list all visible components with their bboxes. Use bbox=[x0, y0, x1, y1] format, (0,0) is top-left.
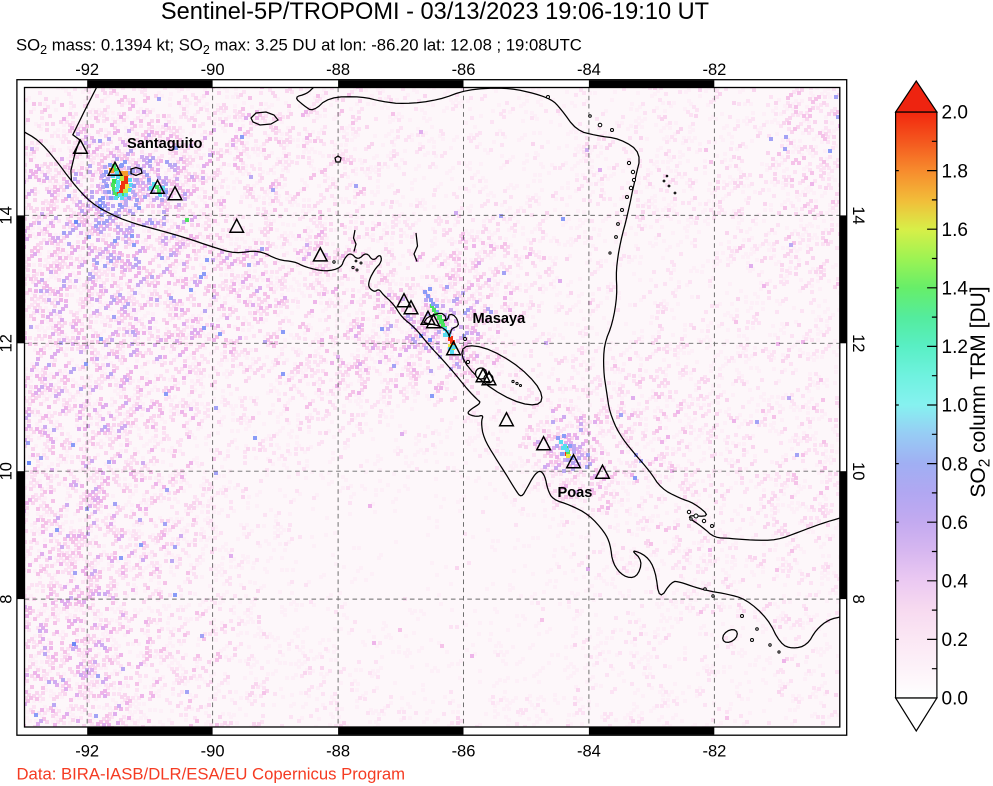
svg-text:14: 14 bbox=[0, 206, 16, 224]
svg-text:2.0: 2.0 bbox=[942, 103, 968, 124]
svg-text:-90: -90 bbox=[201, 743, 225, 761]
svg-text:10: 10 bbox=[849, 462, 867, 480]
svg-text:SO2 mass: 0.1394 kt; SO2 max:: SO2 mass: 0.1394 kt; SO2 max: 3.25 DU at… bbox=[16, 36, 582, 58]
svg-text:-90: -90 bbox=[201, 61, 225, 79]
svg-text:Santaguito: Santaguito bbox=[127, 136, 202, 152]
svg-text:1.2: 1.2 bbox=[942, 337, 968, 358]
svg-text:-86: -86 bbox=[452, 743, 476, 761]
svg-text:-88: -88 bbox=[326, 743, 350, 761]
svg-text:0.8: 0.8 bbox=[942, 454, 968, 475]
svg-text:Masaya: Masaya bbox=[473, 311, 527, 327]
svg-text:0.6: 0.6 bbox=[942, 513, 968, 534]
svg-text:-92: -92 bbox=[75, 743, 99, 761]
svg-text:-92: -92 bbox=[75, 61, 99, 79]
svg-text:SO2 column TRM [DU]: SO2 column TRM [DU] bbox=[967, 286, 993, 497]
svg-text:8: 8 bbox=[849, 595, 867, 604]
svg-text:12: 12 bbox=[0, 334, 16, 352]
svg-text:-88: -88 bbox=[326, 61, 350, 79]
svg-text:1.8: 1.8 bbox=[942, 161, 968, 182]
svg-text:10: 10 bbox=[0, 462, 16, 480]
svg-text:1.4: 1.4 bbox=[942, 279, 969, 300]
svg-text:8: 8 bbox=[0, 595, 16, 604]
svg-text:-84: -84 bbox=[577, 743, 601, 761]
svg-text:0.2: 0.2 bbox=[942, 630, 968, 651]
svg-text:Sentinel-5P/TROPOMI - 03/13/20: Sentinel-5P/TROPOMI - 03/13/2023 19:06-1… bbox=[161, 0, 709, 25]
svg-text:Data: BIRA-IASB/DLR/ESA/EU Cop: Data: BIRA-IASB/DLR/ESA/EU Copernicus Pr… bbox=[17, 765, 406, 784]
svg-text:12: 12 bbox=[849, 334, 867, 352]
svg-text:1.0: 1.0 bbox=[942, 396, 968, 417]
svg-text:-86: -86 bbox=[452, 61, 476, 79]
svg-text:0.0: 0.0 bbox=[942, 689, 968, 710]
svg-text:-82: -82 bbox=[702, 61, 726, 79]
svg-text:Poas: Poas bbox=[558, 485, 593, 501]
svg-text:14: 14 bbox=[849, 206, 867, 224]
svg-text:-82: -82 bbox=[702, 743, 726, 761]
svg-text:1.6: 1.6 bbox=[942, 220, 968, 241]
svg-text:0.4: 0.4 bbox=[942, 572, 969, 593]
svg-text:-84: -84 bbox=[577, 61, 601, 79]
